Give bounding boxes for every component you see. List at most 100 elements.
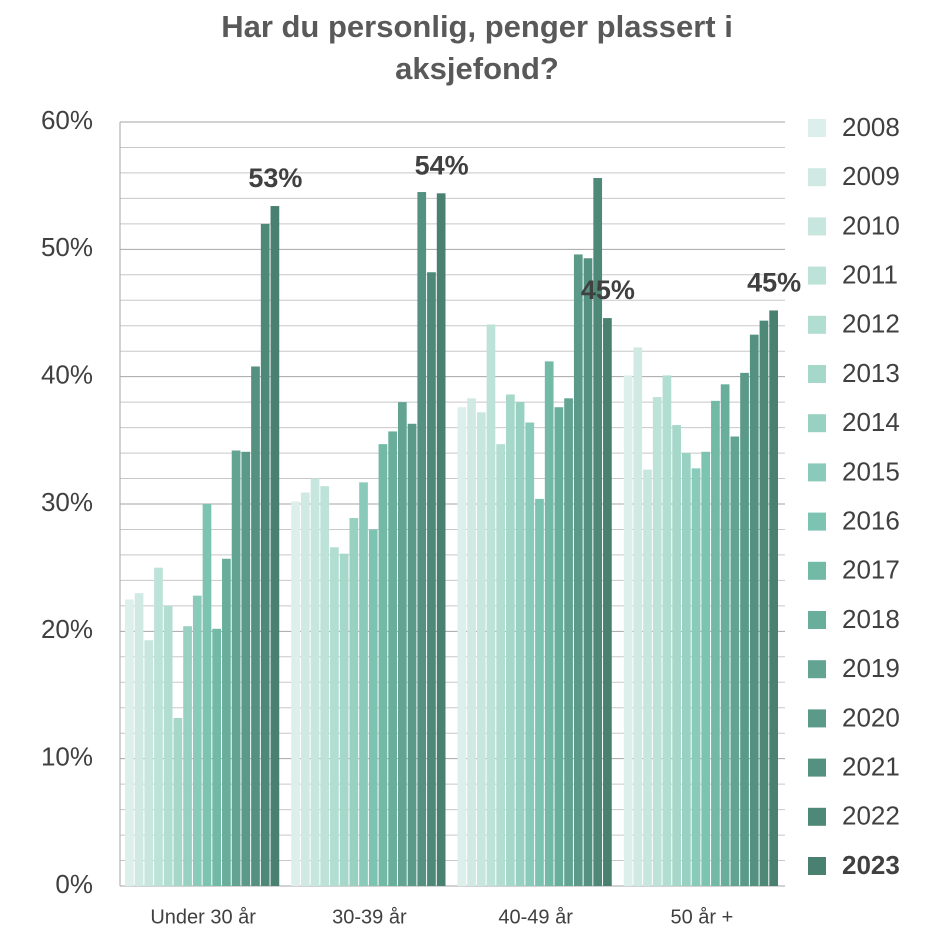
bar	[554, 407, 564, 886]
bar	[154, 567, 163, 886]
bar	[467, 398, 476, 886]
bar	[720, 384, 730, 886]
bar	[691, 468, 701, 886]
legend-label: 2020	[842, 702, 900, 732]
bar	[134, 593, 144, 886]
bar	[427, 272, 436, 887]
legend-swatch	[808, 168, 826, 187]
data-label: 53%	[248, 163, 302, 193]
legend-swatch	[808, 709, 826, 728]
bar	[476, 412, 486, 886]
bar	[769, 310, 778, 886]
legend-swatch	[808, 758, 826, 777]
legend-swatch	[808, 807, 826, 826]
bar	[496, 444, 506, 886]
bar	[711, 400, 720, 886]
bar	[310, 478, 320, 886]
bar	[260, 223, 270, 886]
bar	[222, 558, 231, 886]
bar	[701, 451, 711, 886]
bar	[320, 486, 330, 886]
bar	[544, 361, 554, 886]
y-tick-label: 30%	[41, 487, 93, 517]
legend-swatch	[808, 414, 826, 433]
bar	[144, 640, 154, 886]
legend-label: 2015	[842, 456, 900, 486]
legend-label: 2016	[842, 505, 900, 535]
x-tick-label: 30-39 år	[332, 906, 407, 928]
bar	[681, 453, 691, 886]
bar	[339, 553, 349, 886]
bar	[662, 375, 672, 886]
bar	[359, 482, 368, 886]
bar	[652, 397, 662, 886]
bar	[330, 547, 339, 886]
bar	[251, 366, 260, 887]
bar	[573, 254, 583, 887]
bar	[173, 717, 183, 886]
legend-label: 2017	[842, 555, 900, 585]
bar	[436, 193, 446, 887]
bar	[183, 626, 192, 886]
y-tick-label: 50%	[41, 232, 93, 262]
x-tick-label: 40-49 år	[498, 906, 573, 928]
bar	[291, 501, 300, 886]
bar	[407, 423, 417, 886]
bar	[125, 599, 134, 886]
data-label: 54%	[415, 150, 469, 180]
legend-swatch	[808, 365, 826, 383]
x-tick-label: Under 30 år	[150, 906, 256, 928]
legend-label: 2018	[842, 604, 900, 634]
legend-label: 2013	[842, 358, 900, 388]
legend-label: 2023	[842, 850, 900, 880]
legend-label: 2014	[842, 407, 900, 437]
bar	[593, 178, 603, 886]
legend-swatch	[808, 266, 826, 285]
legend-swatch	[808, 512, 826, 531]
bar	[672, 425, 681, 886]
bar	[583, 258, 593, 886]
bar	[603, 318, 612, 886]
legend-swatch	[808, 463, 826, 482]
bar	[378, 444, 388, 886]
legend-swatch	[808, 611, 826, 629]
bar	[515, 402, 525, 886]
y-tick-label: 10%	[41, 742, 93, 772]
legend-swatch	[808, 217, 826, 236]
bar	[457, 407, 467, 886]
bar	[397, 402, 407, 886]
bar	[759, 320, 769, 886]
bar	[231, 450, 241, 886]
bar	[349, 518, 359, 886]
legend-label: 2008	[842, 112, 900, 142]
legend-label: 2009	[842, 161, 900, 191]
bar	[525, 422, 535, 886]
bar	[241, 451, 251, 886]
y-tick-label: 60%	[41, 105, 93, 135]
bar	[749, 334, 759, 886]
bar	[643, 469, 652, 886]
bar	[623, 375, 633, 886]
bar	[202, 504, 212, 886]
bar	[388, 431, 397, 886]
bar	[300, 492, 310, 886]
x-tick-label: 50 år +	[670, 906, 733, 928]
y-tick-label: 20%	[41, 614, 93, 644]
legend-swatch	[808, 561, 826, 580]
bar	[740, 372, 749, 886]
bar	[486, 324, 496, 887]
legend-swatch	[808, 315, 826, 334]
bar	[192, 595, 202, 886]
bar	[730, 436, 740, 886]
data-label: 45%	[581, 275, 635, 305]
bar	[368, 529, 378, 886]
y-tick-label: 0%	[55, 869, 93, 899]
bar	[417, 192, 427, 887]
data-label: 45%	[747, 268, 801, 298]
legend-swatch	[808, 857, 826, 875]
legend-label: 2012	[842, 309, 900, 339]
legend-swatch	[808, 660, 826, 679]
legend-label: 2011	[842, 259, 898, 289]
